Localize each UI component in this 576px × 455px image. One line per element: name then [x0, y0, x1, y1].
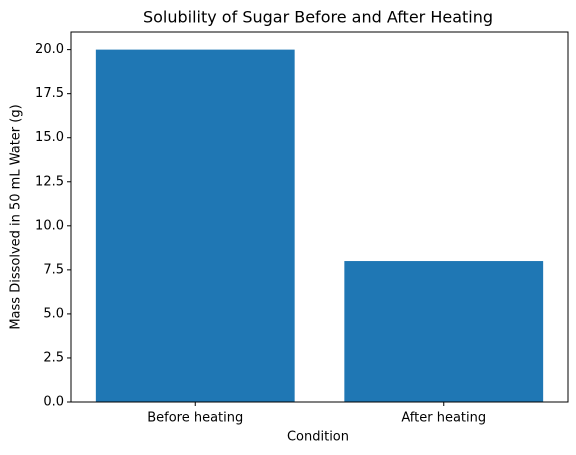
bar: [95, 49, 295, 402]
y-tick-label: 12.5: [35, 174, 64, 189]
bar: [344, 261, 544, 402]
y-tick-label: 0.0: [43, 395, 64, 410]
plot-frame: [70, 31, 569, 403]
y-axis-label: Mass Dissolved in 50 mL Water (g): [9, 104, 24, 329]
y-tick-label: 2.5: [43, 350, 64, 365]
chart-title: Solubility of Sugar Before and After Hea…: [143, 8, 493, 27]
x-tick-label: After heating: [401, 411, 486, 426]
y-tick-label: 15.0: [35, 130, 64, 145]
y-tick-label: 5.0: [43, 306, 64, 321]
y-tick-label: 10.0: [35, 218, 64, 233]
x-axis-label: Condition: [287, 430, 349, 445]
x-tick-label: Before heating: [147, 411, 243, 426]
y-tick-label: 20.0: [35, 42, 64, 57]
y-tick-label: 17.5: [35, 86, 64, 101]
y-tick-label: 7.5: [43, 262, 64, 277]
